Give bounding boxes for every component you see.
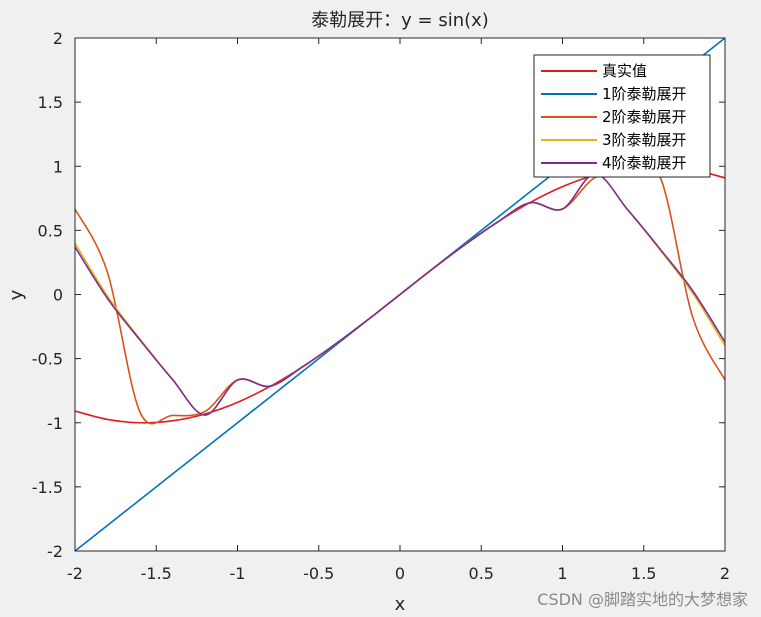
legend-label-order3: 3阶泰勒展开 [602, 131, 687, 149]
x-tick-label: 2 [720, 564, 730, 583]
series-order4-line [75, 173, 725, 416]
x-tick-label: -0.5 [303, 564, 334, 583]
legend-label-order2: 2阶泰勒展开 [602, 108, 687, 126]
y-tick-label: 1.5 [38, 93, 63, 112]
x-tick-label: 1.5 [631, 564, 656, 583]
legend-label-true-value: 真实值 [602, 62, 647, 80]
y-tick-label: 2 [53, 29, 63, 48]
legend-label-order1: 1阶泰勒展开 [602, 85, 687, 103]
x-tick-label: 0.5 [469, 564, 494, 583]
y-tick-label: -1.5 [32, 478, 63, 497]
y-tick-label: 0.5 [38, 221, 63, 240]
watermark: CSDN @脚踏实地的大梦想家 [537, 590, 748, 609]
x-axis-label: x [395, 594, 406, 615]
legend: 真实值 1阶泰勒展开 2阶泰勒展开 3阶泰勒展开 4阶泰勒展开 [533, 54, 711, 178]
y-tick-label: -1 [47, 414, 63, 433]
y-tick-label: 0 [53, 286, 63, 305]
x-tick-label: 1 [557, 564, 567, 583]
legend-label-order4: 4阶泰勒展开 [602, 154, 687, 172]
x-tick-label: -2 [67, 564, 83, 583]
x-tick-label: -1 [230, 564, 246, 583]
tick-layer: -2 -1.5 -1 -0.5 0 0.5 1 1.5 2 -2 -1.5 -1 -0.5 0 0.5 1 1.… [32, 29, 730, 583]
x-tick-label: -1.5 [141, 564, 172, 583]
y-tick-label: -0.5 [32, 350, 63, 369]
y-tick-label: 1 [53, 157, 63, 176]
chart-title: 泰勒展开：y = sin(x) [311, 10, 489, 31]
y-axis-label: y [6, 289, 27, 300]
y-tick-label: -2 [47, 542, 63, 561]
x-tick-label: 0 [395, 564, 405, 583]
